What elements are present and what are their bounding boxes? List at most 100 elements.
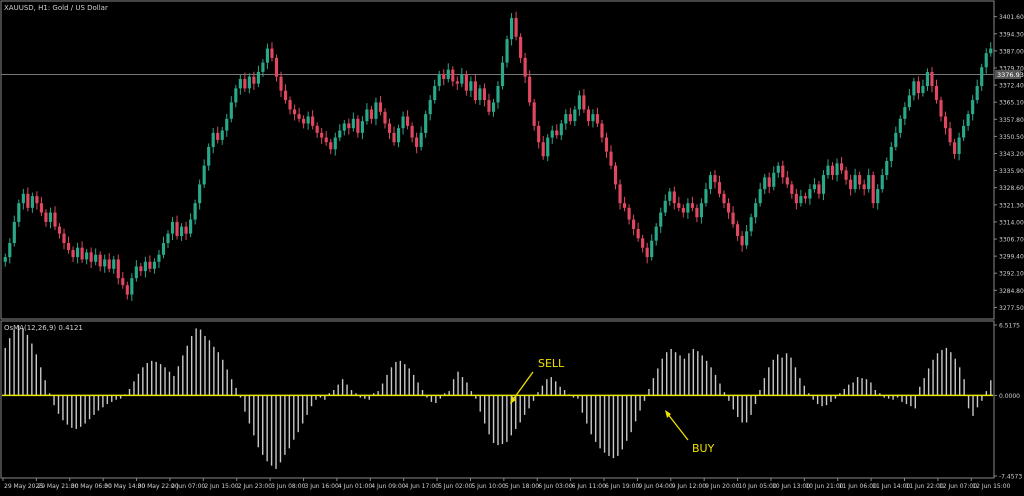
candle bbox=[645, 242, 649, 264]
osma-bar bbox=[532, 395, 535, 401]
candle-body bbox=[537, 125, 541, 143]
candle bbox=[604, 132, 609, 158]
osma-bar bbox=[537, 392, 539, 396]
candle-body bbox=[966, 114, 970, 126]
osma-bar bbox=[119, 395, 122, 399]
candle-body bbox=[369, 109, 374, 119]
candle bbox=[433, 79, 437, 104]
candle bbox=[387, 118, 392, 140]
candle bbox=[632, 214, 636, 236]
candle bbox=[564, 109, 568, 130]
candle-body bbox=[713, 175, 717, 183]
candle bbox=[134, 260, 138, 282]
candle bbox=[659, 207, 663, 233]
candle bbox=[975, 79, 979, 104]
candle bbox=[776, 162, 780, 178]
candle-body bbox=[903, 107, 907, 119]
candle bbox=[514, 11, 518, 41]
osma-bar bbox=[297, 395, 299, 433]
candle-body bbox=[329, 142, 333, 150]
candle-body bbox=[853, 175, 857, 190]
candle-body bbox=[559, 123, 563, 136]
osma-bar bbox=[932, 359, 934, 396]
osma-bar bbox=[679, 355, 681, 396]
candle bbox=[600, 119, 604, 143]
candle bbox=[582, 89, 586, 113]
candle-body bbox=[898, 118, 902, 133]
candle-body bbox=[347, 123, 351, 129]
candle-body bbox=[609, 151, 613, 166]
osma-bar bbox=[883, 395, 885, 398]
osma-bar bbox=[48, 393, 51, 396]
osma-bar bbox=[728, 395, 730, 401]
candle-body bbox=[975, 86, 979, 101]
candle-body bbox=[812, 184, 817, 190]
candle-body bbox=[622, 203, 627, 208]
candle-body bbox=[487, 100, 491, 112]
candle-body bbox=[437, 74, 441, 87]
osma-bar bbox=[404, 364, 406, 396]
candle-body bbox=[668, 191, 672, 201]
candle-body bbox=[523, 57, 527, 77]
osma-bar bbox=[643, 395, 646, 401]
candle-body bbox=[103, 259, 107, 267]
candle bbox=[292, 104, 297, 121]
osma-bar bbox=[590, 395, 592, 435]
candle bbox=[415, 132, 419, 154]
candle-body bbox=[564, 114, 568, 124]
candle bbox=[907, 89, 911, 111]
candle bbox=[8, 238, 12, 264]
candle bbox=[437, 70, 441, 91]
candle bbox=[523, 52, 527, 83]
candle bbox=[451, 66, 455, 87]
candle-body bbox=[785, 177, 789, 185]
osma-bar bbox=[284, 395, 286, 455]
osma-bar bbox=[40, 367, 42, 396]
osma-bar bbox=[66, 395, 69, 425]
candle bbox=[35, 191, 39, 210]
candle-body bbox=[962, 125, 966, 138]
osma-bar bbox=[111, 395, 113, 402]
osma-bar bbox=[785, 353, 788, 396]
candle bbox=[17, 199, 21, 227]
osma-bar bbox=[692, 348, 695, 396]
osma-bar bbox=[510, 395, 513, 436]
candle-body bbox=[839, 163, 844, 171]
candle bbox=[116, 254, 120, 285]
candle bbox=[618, 179, 622, 210]
candle bbox=[876, 184, 880, 210]
osma-bar bbox=[106, 395, 109, 405]
osma-bar bbox=[950, 352, 952, 396]
osma-bar bbox=[634, 395, 637, 422]
osma-bar bbox=[990, 380, 992, 396]
candle bbox=[880, 168, 884, 193]
candle bbox=[107, 253, 111, 273]
candle bbox=[360, 116, 364, 140]
candle-body bbox=[767, 177, 771, 187]
candlestick-series bbox=[3, 11, 993, 301]
candle bbox=[175, 215, 179, 240]
candle bbox=[21, 188, 25, 210]
osma-bar bbox=[97, 395, 100, 411]
osma-bar bbox=[306, 395, 308, 415]
buy-annotation-label: BUY bbox=[692, 442, 715, 455]
osma-bar bbox=[337, 384, 339, 396]
candle bbox=[48, 207, 53, 229]
candle bbox=[220, 127, 224, 145]
candle bbox=[374, 97, 378, 126]
candle-body bbox=[939, 100, 943, 117]
candle-body bbox=[849, 179, 853, 190]
candle-body bbox=[57, 226, 62, 234]
candle bbox=[130, 273, 134, 301]
candle-body bbox=[356, 118, 360, 133]
osma-bar bbox=[603, 395, 606, 453]
candle bbox=[66, 236, 71, 254]
time-tick-label: 9 Jun 04:00 bbox=[638, 483, 672, 490]
time-tick-label: 10 Jun 21:00 bbox=[805, 483, 843, 490]
sell-arrow-line bbox=[511, 371, 534, 402]
candle bbox=[496, 81, 500, 109]
candle bbox=[53, 206, 57, 231]
